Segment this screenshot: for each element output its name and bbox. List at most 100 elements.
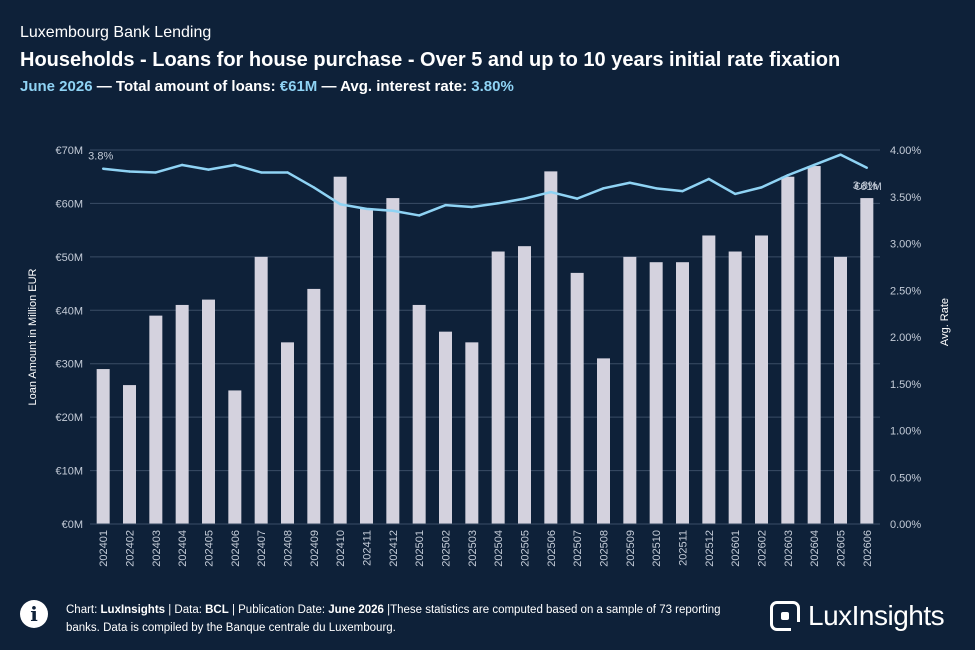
period-value: June 2026 (20, 78, 93, 95)
rate-point (259, 171, 263, 174)
chart-labels: Loan Amount in Million EUR Avg. Rate 3.8% 3… (27, 151, 951, 406)
bar (202, 299, 215, 524)
rate-point (654, 187, 658, 190)
rate-point (338, 203, 342, 206)
total-label: Total amount of loans: (115, 78, 280, 95)
bar (123, 385, 136, 524)
y-tick-label: €10M (55, 466, 83, 478)
rate-point (839, 153, 842, 156)
y2-tick-label: 3.00% (890, 239, 921, 251)
rate-point (365, 207, 368, 211)
axes: €0M €10M €20M €30M €40M €50M €60M €70M 0.00% 0.50… (55, 145, 921, 567)
data-credit-value: BCL (205, 604, 229, 616)
y-tick-label: €30M (55, 359, 83, 371)
y-tick-label: €70M (55, 145, 83, 157)
rate-point (128, 170, 131, 173)
rate-series (101, 153, 869, 217)
x-tick-label: 202501 (414, 530, 426, 567)
rate-point (865, 166, 869, 169)
bar (175, 304, 189, 524)
bar (412, 304, 426, 524)
x-tick-label: 202405 (204, 530, 216, 567)
y-tick-label: €20M (55, 412, 83, 424)
y2-tick-label: 1.00% (890, 426, 921, 438)
footer-text: Chart: LuxInsights | Data: BCL | Publica… (66, 601, 746, 637)
y-tick-label: €0M (62, 519, 83, 531)
bar (755, 235, 768, 524)
x-tick-label: 202502 (441, 530, 453, 567)
gridlines (90, 149, 880, 472)
info-icon[interactable]: i (20, 600, 48, 628)
y2-tick-label: 4.00% (890, 145, 921, 157)
rate-point (470, 205, 474, 209)
combo-chart: €0M €10M €20M €30M €40M €50M €60M €70M 0.00% 0.50… (27, 145, 951, 567)
footer: i Chart: LuxInsights | Data: BCL | Publi… (0, 592, 975, 650)
x-tick-label: 202504 (493, 530, 505, 567)
x-tick-label: 202606 (862, 530, 874, 567)
bar (465, 342, 479, 524)
x-tick-label: 202605 (836, 530, 848, 567)
y2-tick-label: 2.00% (890, 332, 921, 344)
x-tick-label: 202406 (230, 530, 242, 567)
x-tick-label: 202506 (546, 530, 558, 567)
x-tick-label: 202403 (151, 530, 163, 567)
brand-name: LuxInsights (808, 600, 945, 631)
x-tick-label: 202505 (520, 530, 532, 567)
bar (702, 235, 716, 524)
x-tick-label: 202408 (283, 530, 295, 567)
rate-point (180, 163, 184, 167)
chart-title: Households - Loans for house purchase - … (20, 49, 841, 71)
rate-point (575, 197, 579, 200)
bar (254, 256, 268, 524)
x-tick-label: 202404 (177, 530, 189, 567)
x-tick-label: 202409 (309, 530, 321, 567)
x-tick-label: 202509 (625, 530, 637, 567)
x-tick-label: 202604 (809, 530, 821, 567)
bar (360, 208, 373, 524)
rate-point (233, 163, 237, 167)
x-tick-label: 202602 (757, 530, 769, 567)
bar (728, 251, 742, 524)
y-tick-label: €50M (55, 252, 83, 264)
y-tick-label: €60M (55, 198, 83, 210)
x-tick-label: 202601 (730, 530, 742, 567)
x-tick-label: 202603 (783, 530, 795, 567)
x-tick-label: 202510 (651, 530, 663, 567)
x-tick-label: 202401 (98, 530, 110, 567)
bar (649, 262, 663, 524)
y2-tick-label: 0.00% (890, 519, 921, 531)
first-rate-label: 3.8% (88, 151, 113, 163)
bar (333, 176, 347, 524)
rate-point (391, 209, 395, 212)
bar (544, 171, 558, 524)
bar (597, 358, 610, 524)
rate-label: Avg. interest rate: (340, 78, 472, 95)
y2-tick-label: 2.50% (890, 285, 921, 297)
rate-point (286, 171, 289, 174)
rate-point (312, 186, 316, 189)
rate-point (760, 186, 763, 189)
y-axis-title: Loan Amount in Million EUR (27, 268, 39, 405)
x-tick-label: 202511 (678, 530, 690, 566)
bar (386, 198, 400, 525)
bar (860, 198, 874, 525)
bar (518, 246, 531, 524)
rate-point (417, 214, 421, 217)
y2-axis-title: Avg. Rate (939, 298, 951, 346)
chart-subtitle: June 2026 — Total amount of loans: €61M … (20, 78, 514, 95)
rate-point (602, 187, 605, 190)
bar (676, 262, 689, 524)
publication-value: June 2026 (328, 604, 384, 616)
bar-series (96, 166, 874, 525)
source-title: Luxembourg Bank Lending (20, 24, 212, 41)
rate-line (103, 153, 868, 217)
bar (570, 272, 584, 524)
publication-label: | Publication Date: (228, 604, 329, 616)
last-amount-label: €61M (854, 181, 882, 193)
x-tick-label: 202402 (125, 530, 137, 567)
x-tick-label: 202507 (572, 530, 584, 567)
y2-tick-label: 1.50% (890, 379, 921, 391)
rate-point (628, 181, 632, 184)
rate-point (681, 189, 684, 193)
x-tick-label: 202407 (256, 530, 268, 567)
